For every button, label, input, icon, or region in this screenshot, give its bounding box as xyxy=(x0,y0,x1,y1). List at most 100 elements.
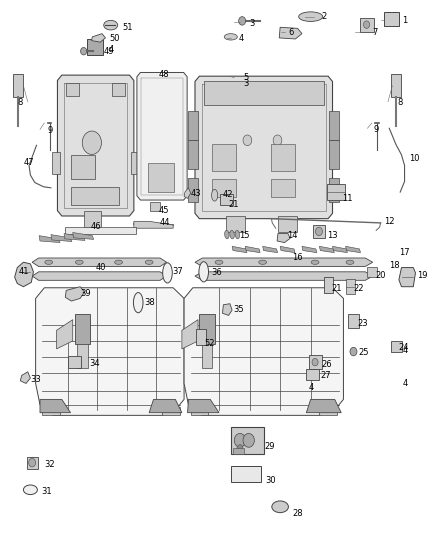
Polygon shape xyxy=(182,320,198,349)
Bar xyxy=(201,344,212,368)
Bar xyxy=(71,187,119,205)
Text: 30: 30 xyxy=(266,476,276,484)
Ellipse shape xyxy=(115,260,123,264)
Polygon shape xyxy=(195,258,373,266)
Bar xyxy=(191,407,208,415)
Bar xyxy=(226,216,245,232)
Bar xyxy=(188,111,198,140)
Text: 51: 51 xyxy=(122,23,133,32)
Ellipse shape xyxy=(225,230,229,239)
Polygon shape xyxy=(134,221,173,228)
Bar xyxy=(196,329,206,345)
Polygon shape xyxy=(20,372,30,383)
Bar xyxy=(329,111,339,140)
Ellipse shape xyxy=(212,189,218,201)
Text: 45: 45 xyxy=(159,206,169,215)
Text: 28: 28 xyxy=(292,509,303,518)
Polygon shape xyxy=(57,75,134,216)
Polygon shape xyxy=(39,236,60,243)
Bar xyxy=(329,140,339,169)
Text: 34: 34 xyxy=(89,359,99,368)
Text: 38: 38 xyxy=(145,298,155,307)
Circle shape xyxy=(81,47,87,55)
Circle shape xyxy=(243,433,254,447)
Polygon shape xyxy=(51,235,72,241)
Bar xyxy=(77,344,88,368)
Text: 41: 41 xyxy=(18,268,28,276)
Text: 32: 32 xyxy=(44,460,55,469)
Ellipse shape xyxy=(75,260,83,264)
Bar xyxy=(42,407,60,415)
Polygon shape xyxy=(306,399,341,413)
Circle shape xyxy=(312,359,318,366)
Bar xyxy=(329,177,339,201)
Polygon shape xyxy=(57,320,73,349)
Ellipse shape xyxy=(224,34,237,40)
Text: 4: 4 xyxy=(109,45,114,54)
Text: 20: 20 xyxy=(375,271,386,280)
Text: 37: 37 xyxy=(172,268,183,276)
Text: 4: 4 xyxy=(239,35,244,44)
Polygon shape xyxy=(35,288,184,415)
Ellipse shape xyxy=(230,230,234,239)
Polygon shape xyxy=(14,262,33,287)
Circle shape xyxy=(315,227,322,236)
Circle shape xyxy=(234,433,246,447)
Polygon shape xyxy=(187,399,219,413)
Bar xyxy=(313,225,325,238)
Polygon shape xyxy=(280,246,295,253)
Text: 8: 8 xyxy=(17,98,23,107)
Text: 12: 12 xyxy=(384,217,394,226)
Polygon shape xyxy=(195,76,332,219)
Text: 43: 43 xyxy=(191,189,201,198)
Text: 13: 13 xyxy=(327,231,338,240)
Text: 21: 21 xyxy=(229,200,239,209)
Polygon shape xyxy=(32,258,166,266)
Polygon shape xyxy=(184,188,191,198)
Polygon shape xyxy=(232,246,247,253)
Polygon shape xyxy=(149,399,182,413)
Text: 17: 17 xyxy=(399,248,410,257)
Circle shape xyxy=(239,17,246,25)
Polygon shape xyxy=(195,272,373,280)
Bar xyxy=(162,407,180,415)
Text: 3: 3 xyxy=(243,78,248,87)
Text: 49: 49 xyxy=(103,47,114,55)
Text: 33: 33 xyxy=(30,375,41,384)
Bar xyxy=(392,74,401,98)
Circle shape xyxy=(237,445,243,452)
Ellipse shape xyxy=(346,260,354,264)
Text: 4: 4 xyxy=(403,379,408,388)
Bar xyxy=(204,82,324,106)
Polygon shape xyxy=(245,246,260,253)
Polygon shape xyxy=(184,288,343,415)
Text: 31: 31 xyxy=(41,487,52,496)
Text: 47: 47 xyxy=(24,158,35,167)
Bar xyxy=(68,356,81,368)
Circle shape xyxy=(273,135,282,146)
Bar xyxy=(212,144,237,171)
Polygon shape xyxy=(279,27,302,39)
Bar xyxy=(231,427,264,454)
Text: 4: 4 xyxy=(308,383,314,392)
Text: 7: 7 xyxy=(372,28,377,37)
Bar xyxy=(75,314,90,344)
Bar xyxy=(231,466,261,482)
Polygon shape xyxy=(399,268,416,287)
Bar xyxy=(199,314,215,344)
Polygon shape xyxy=(92,34,106,42)
Bar xyxy=(148,163,174,192)
Bar xyxy=(188,177,198,201)
Bar xyxy=(278,216,297,232)
Bar xyxy=(308,356,321,368)
Bar xyxy=(324,277,332,293)
Text: 19: 19 xyxy=(417,271,427,280)
Ellipse shape xyxy=(259,260,267,264)
Circle shape xyxy=(350,348,357,356)
Text: 44: 44 xyxy=(160,219,170,228)
Text: 40: 40 xyxy=(96,263,106,272)
Text: 10: 10 xyxy=(409,154,420,163)
Bar xyxy=(348,314,359,328)
Polygon shape xyxy=(73,232,94,239)
Ellipse shape xyxy=(23,485,37,495)
